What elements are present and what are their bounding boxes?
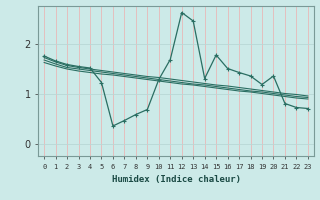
X-axis label: Humidex (Indice chaleur): Humidex (Indice chaleur): [111, 175, 241, 184]
